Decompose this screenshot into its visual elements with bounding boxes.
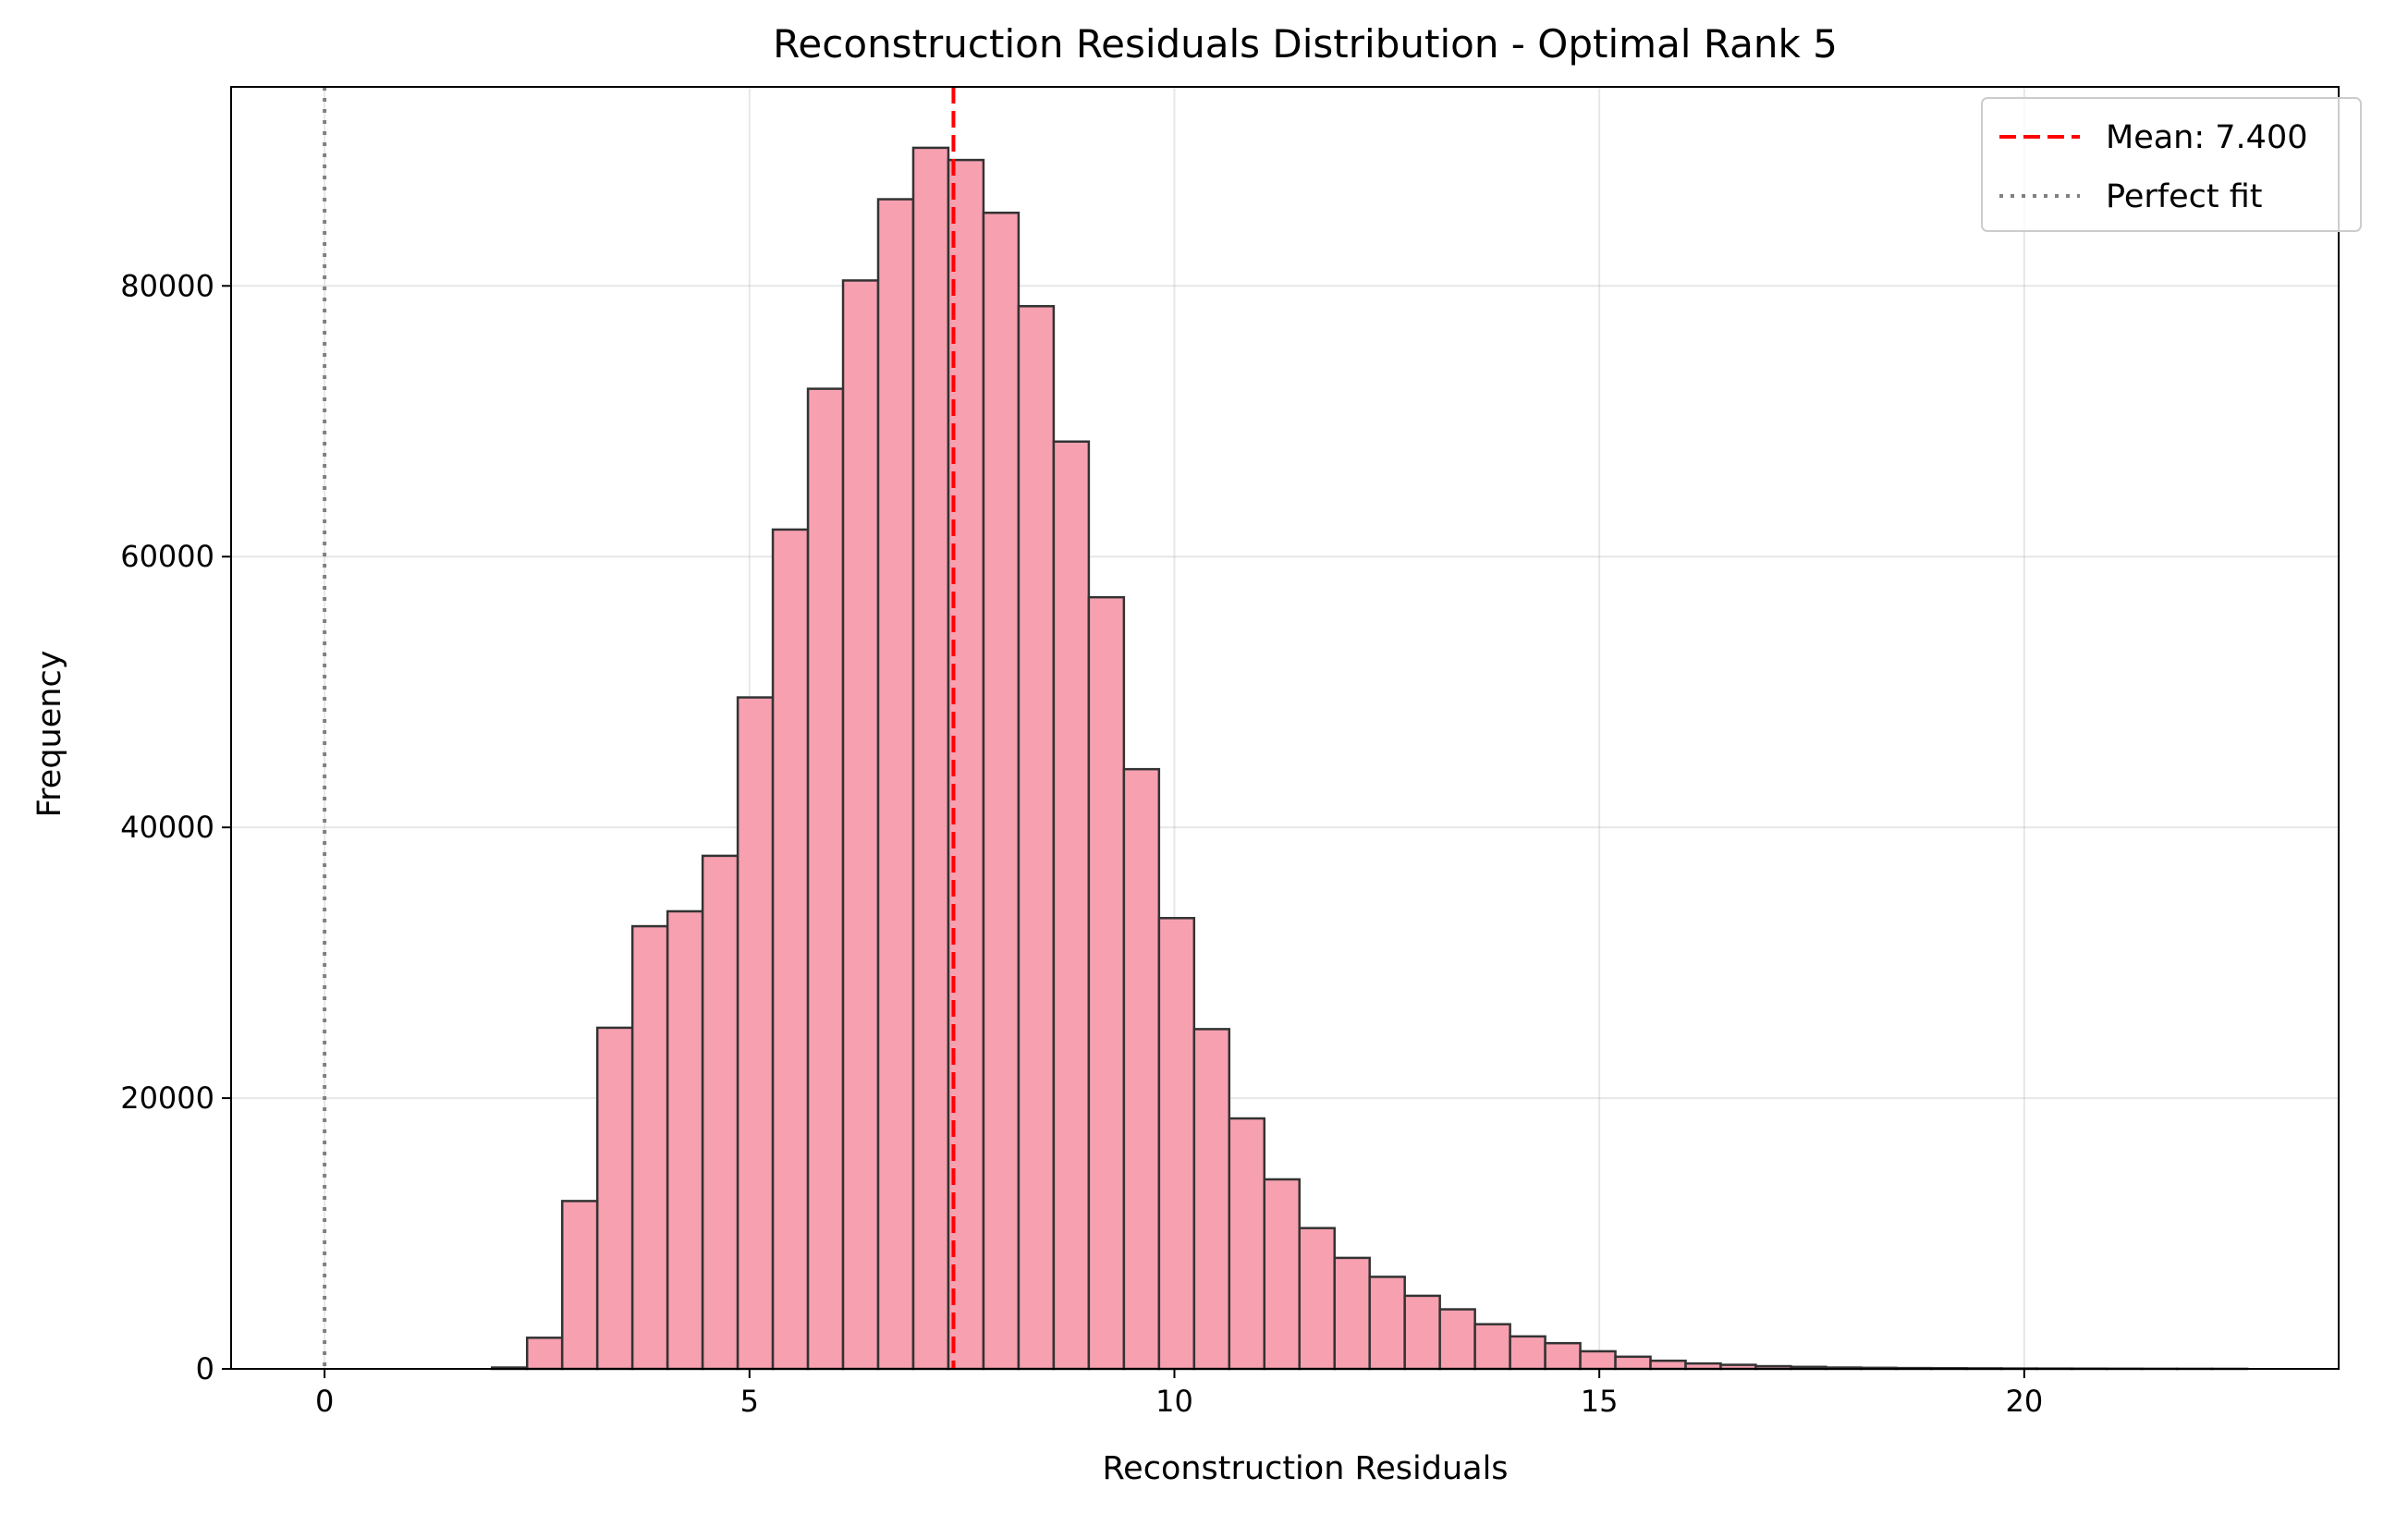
histogram-bar [1087,595,1126,1371]
histogram-bar [1122,767,1161,1371]
histogram-bar [1614,1355,1652,1371]
y-axis-label: Frequency [31,651,68,818]
reference-lines [323,87,956,1369]
legend-mean-label: Mean: 7.400 [2106,119,2307,156]
histogram-bar [1228,1117,1266,1371]
x-tick-label: 10 [1155,1384,1193,1419]
histogram-bar [1333,1256,1371,1371]
legend-perfect-fit-label: Perfect fit [2106,178,2263,215]
histogram-bar [1403,1294,1441,1371]
legend: Mean: 7.400 Perfect fit [1981,97,2362,232]
histogram-bar [666,910,704,1371]
x-tick-label: 0 [315,1384,334,1419]
y-tick-label: 20000 [120,1081,214,1116]
histogram-bar [1052,440,1091,1371]
histogram-bar [525,1337,564,1371]
histogram-bar [1509,1335,1546,1371]
histogram-bar [1192,1028,1231,1371]
histogram-bar [595,1026,634,1371]
histogram-bar [1438,1308,1476,1371]
legend-box [1981,97,2362,232]
plot-area-frame [230,86,2340,1370]
histogram-bar [1579,1349,1617,1371]
histogram-bar [1263,1178,1301,1371]
histogram-bar [1544,1341,1582,1371]
y-tick-label: 80000 [120,268,214,303]
histogram-bar [806,387,845,1371]
histogram-bar [982,211,1021,1371]
histogram-bar [911,146,950,1371]
x-axis-label: Reconstruction Residuals [1102,1450,1508,1487]
histogram-bar [1473,1323,1511,1371]
histogram-bar [841,279,880,1371]
histogram-bar [771,528,810,1371]
histogram-bar [630,924,669,1371]
x-tick-label: 5 [740,1384,759,1419]
y-tick-label: 0 [196,1351,214,1386]
histogram-bars [490,146,2249,1371]
axis-ticks: 0 5 10 15 20 0 20000 40000 60000 80000 [120,268,2043,1419]
histogram-bar [736,696,775,1371]
y-tick-label: 40000 [120,810,214,845]
histogram-bar [1157,917,1196,1371]
y-tick-label: 60000 [120,539,214,574]
histogram-bar [560,1200,599,1371]
x-tick-label: 20 [2005,1384,2043,1419]
x-tick-label: 15 [1581,1384,1619,1419]
chart-title: Reconstruction Residuals Distribution - … [773,21,1838,67]
histogram-bar [1298,1227,1336,1371]
histogram-bar [876,198,915,1371]
histogram-bar [701,854,740,1371]
histogram-bar [1649,1359,1687,1371]
histogram-bar [1368,1276,1406,1371]
histogram-bar [1017,305,1056,1371]
